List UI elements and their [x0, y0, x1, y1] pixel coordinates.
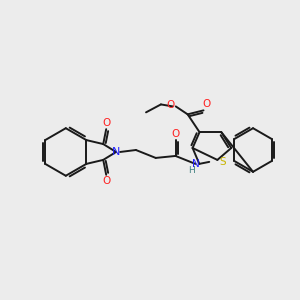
Text: H: H	[188, 166, 195, 175]
Text: O: O	[167, 100, 175, 110]
Text: O: O	[102, 176, 110, 186]
Text: N: N	[193, 159, 200, 169]
Text: O: O	[171, 129, 180, 139]
Text: O: O	[202, 99, 211, 110]
Text: O: O	[102, 118, 110, 128]
Text: N: N	[112, 147, 120, 157]
Text: S: S	[219, 157, 226, 167]
